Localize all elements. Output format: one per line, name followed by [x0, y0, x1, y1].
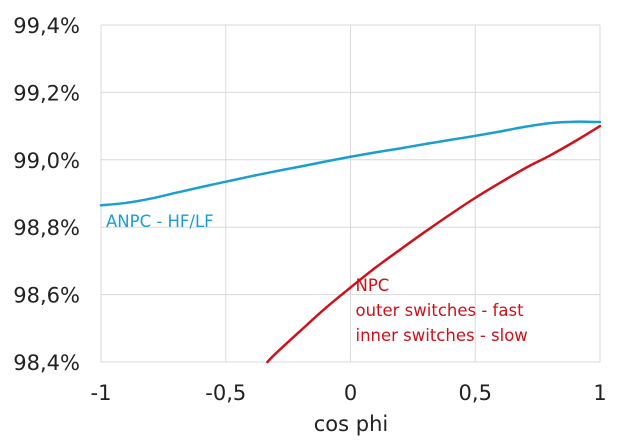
y-tick-label: 98,8% — [13, 216, 80, 240]
x-axis-label: cos phi — [314, 412, 388, 436]
y-tick-label: 99,4% — [13, 14, 80, 38]
tick-layer: 98,4% 98,6% 98,8% 99,0% 99,2% 99,4% -1 -0,5 0 0,5… — [13, 14, 606, 405]
y-tick-label: 98,4% — [13, 351, 80, 375]
annotation-npc-line: inner switches - slow — [355, 326, 527, 345]
x-tick-label: 0 — [344, 381, 357, 405]
series-layer — [99, 120, 602, 364]
x-tick-label: 1 — [593, 381, 606, 405]
y-tick-label: 99,2% — [13, 81, 80, 105]
x-tick-label: -1 — [91, 381, 112, 405]
annotation-npc-line: outer switches - fast — [355, 301, 524, 320]
x-tick-label: 0,5 — [459, 381, 492, 405]
annotation-npc-line: NPC — [355, 276, 389, 295]
y-tick-label: 99,0% — [13, 149, 80, 173]
series-line-npc — [266, 124, 602, 364]
x-tick-label: -0,5 — [205, 381, 246, 405]
annotation-layer: ANPC - HF/LF NPC outer switches - fast inne… — [106, 212, 528, 345]
annotation-anpc-hf-lf-line: ANPC - HF/LF — [106, 212, 214, 231]
y-tick-label: 98,6% — [13, 284, 80, 308]
grid-layer — [100, 24, 601, 363]
series-line-anpc-hf-lf — [99, 120, 602, 207]
